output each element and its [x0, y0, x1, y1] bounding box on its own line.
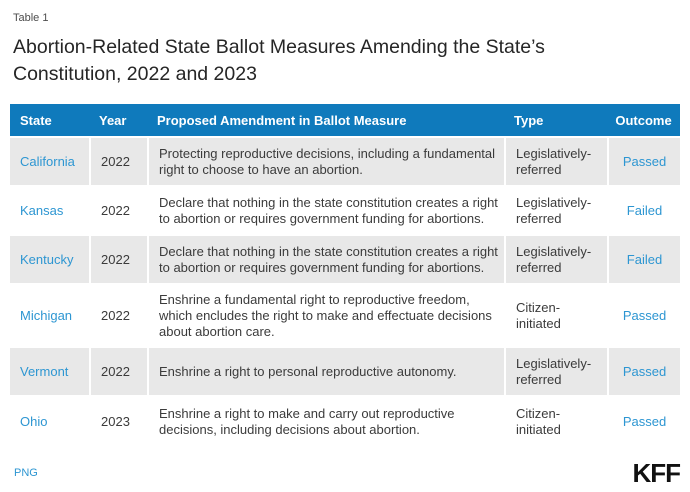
- type-value: Citizen-initiated: [516, 299, 561, 331]
- amendment-cell: Declare that nothing in the state consti…: [147, 185, 504, 234]
- state-link[interactable]: Kansas: [20, 202, 64, 218]
- year-value: 2022: [101, 251, 130, 267]
- year-cell: 2022: [89, 283, 147, 346]
- type-cell: Citizen-initiated: [504, 283, 607, 346]
- table-header-row: State Year Proposed Amendment in Ballot …: [10, 104, 680, 136]
- year-cell: 2022: [89, 234, 147, 283]
- png-download-link[interactable]: PNG: [14, 467, 38, 479]
- amendment-cell: Declare that nothing in the state consti…: [147, 234, 504, 283]
- table-row: California 2022 Protecting reproductive de…: [10, 136, 680, 185]
- type-cell: Legislatively-referred: [504, 346, 607, 395]
- col-header-outcome: Outcome: [607, 104, 680, 136]
- table-body: California 2022 Protecting reproductive de…: [10, 136, 680, 447]
- year-cell: 2023: [89, 395, 147, 447]
- amendment-text: Declare that nothing in the state consti…: [159, 194, 498, 226]
- amendment-text: Protecting reproductive decisions, inclu…: [159, 145, 496, 177]
- outcome-cell: Passed: [607, 346, 680, 395]
- state-cell: Vermont: [10, 346, 89, 395]
- year-value: 2022: [101, 363, 130, 379]
- amendment-cell: Enshrine a right to personal reproductiv…: [147, 346, 504, 395]
- amendment-text: Enshrine a fundamental right to reproduc…: [159, 291, 492, 339]
- outcome-cell: Failed: [607, 234, 680, 283]
- outcome-link[interactable]: Failed: [626, 251, 663, 267]
- amendment-text: Enshrine a right to personal reproductiv…: [159, 363, 457, 379]
- type-value: Legislatively-referred: [516, 145, 592, 177]
- table-row: Ohio 2023 Enshrine a right to make and car…: [10, 395, 680, 447]
- year-value: 2022: [101, 202, 130, 218]
- outcome-link[interactable]: Failed: [626, 202, 663, 218]
- state-link[interactable]: California: [20, 153, 75, 169]
- table-label: Table 1: [13, 12, 49, 24]
- type-value: Citizen-initiated: [516, 406, 561, 437]
- type-value: Legislatively-referred: [516, 355, 592, 387]
- amendment-text: Enshrine a right to make and carry out r…: [159, 406, 455, 437]
- footer: PNG KFF: [10, 458, 681, 488]
- state-link[interactable]: Kentucky: [20, 251, 74, 267]
- col-header-year: Year: [89, 104, 147, 136]
- state-cell: Kansas: [10, 185, 89, 234]
- state-cell: Michigan: [10, 283, 89, 346]
- page-title: Abortion-Related State Ballot Measures A…: [13, 36, 545, 85]
- amendment-text: Declare that nothing in the state consti…: [159, 243, 498, 275]
- outcome-cell: Passed: [607, 283, 680, 346]
- type-value: Legislatively-referred: [516, 194, 592, 226]
- state-cell: California: [10, 136, 89, 185]
- state-cell: Kentucky: [10, 234, 89, 283]
- state-link[interactable]: Vermont: [20, 363, 69, 379]
- outcome-link[interactable]: Passed: [622, 153, 667, 169]
- year-value: 2023: [101, 414, 130, 429]
- state-link[interactable]: Michigan: [20, 307, 73, 323]
- ballot-measures-table: State Year Proposed Amendment in Ballot …: [10, 104, 680, 447]
- state-cell: Ohio: [10, 395, 89, 447]
- amendment-cell: Enshrine a right to make and carry out r…: [147, 395, 504, 447]
- type-cell: Legislatively-referred: [504, 185, 607, 234]
- outcome-link[interactable]: Passed: [622, 414, 667, 429]
- col-header-type: Type: [504, 104, 607, 136]
- year-value: 2022: [101, 307, 130, 323]
- outcome-cell: Passed: [607, 136, 680, 185]
- table-row: Michigan 2022 Enshrine a fundamental right…: [10, 283, 680, 346]
- col-header-amendment: Proposed Amendment in Ballot Measure: [147, 104, 504, 136]
- year-cell: 2022: [89, 185, 147, 234]
- kff-logo: KFF: [632, 458, 681, 488]
- year-value: 2022: [101, 153, 130, 169]
- year-cell: 2022: [89, 346, 147, 395]
- type-cell: Legislatively-referred: [504, 234, 607, 283]
- table-row: Kansas 2022 Declare that nothing in the st…: [10, 185, 680, 234]
- amendment-cell: Protecting reproductive decisions, inclu…: [147, 136, 504, 185]
- table-row: Kentucky 2022 Declare that nothing in the …: [10, 234, 680, 283]
- type-cell: Citizen-initiated: [504, 395, 607, 447]
- type-value: Legislatively-referred: [516, 243, 592, 275]
- outcome-link[interactable]: Passed: [622, 307, 667, 323]
- outcome-cell: Passed: [607, 395, 680, 447]
- outcome-cell: Failed: [607, 185, 680, 234]
- outcome-link[interactable]: Passed: [622, 363, 667, 379]
- state-link[interactable]: Ohio: [20, 414, 48, 429]
- table-row: Vermont 2022 Enshrine a right to personal …: [10, 346, 680, 395]
- type-cell: Legislatively-referred: [504, 136, 607, 185]
- amendment-cell: Enshrine a fundamental right to reproduc…: [147, 283, 504, 346]
- col-header-state: State: [10, 104, 89, 136]
- year-cell: 2022: [89, 136, 147, 185]
